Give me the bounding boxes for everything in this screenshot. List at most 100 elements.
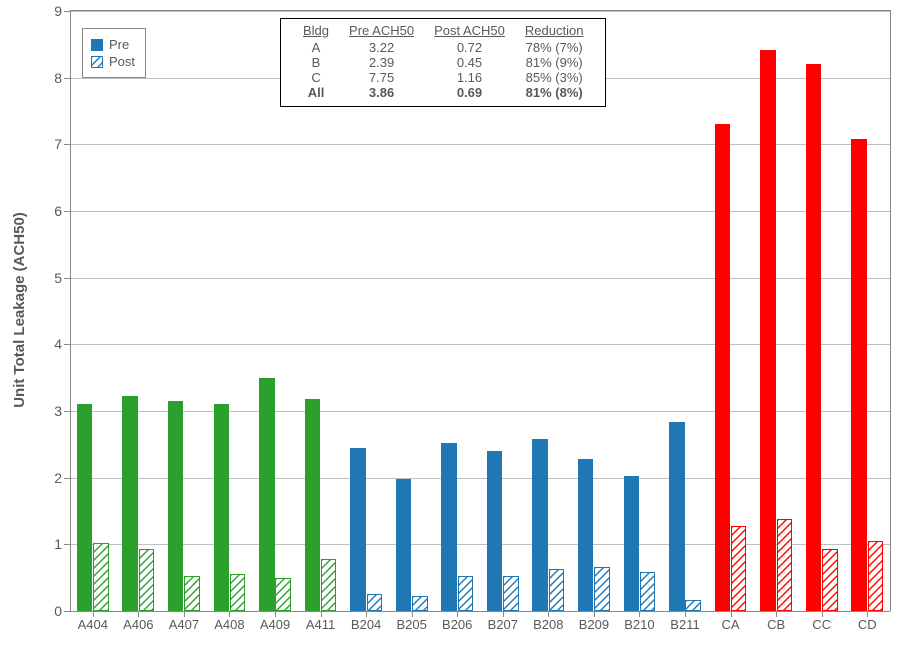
xtick-label: B209 [579, 611, 609, 632]
bar-post [822, 549, 837, 611]
bar-post [640, 572, 655, 611]
summary-table-header: Bldg [293, 23, 339, 40]
bar-post [777, 519, 792, 611]
legend-item: Pre [91, 37, 135, 52]
bar-post [685, 600, 700, 611]
summary-table-cell: C [293, 70, 339, 85]
bar-pre [760, 50, 775, 611]
bar-post [321, 559, 336, 611]
xtick-label: CB [767, 611, 785, 632]
xtick-label: A406 [123, 611, 153, 632]
bar-pre [441, 443, 456, 611]
xtick-label: CC [812, 611, 831, 632]
ytick-label: 4 [54, 336, 70, 352]
summary-table-header: Pre ACH50 [339, 23, 424, 40]
bar-pre [259, 378, 274, 611]
bar-post [868, 541, 883, 611]
xtick-label: B205 [396, 611, 426, 632]
bar-post [594, 567, 609, 611]
bar-post [139, 549, 154, 611]
legend-label: Post [109, 54, 135, 69]
summary-table-cell: 81% (9%) [515, 55, 594, 70]
chart-container: 0 1 2 3 4 5 6 7 8 9 A404 A406 A407 A408 A409 A411 B204 B2… [0, 0, 900, 653]
legend-item: Post [91, 54, 135, 69]
bar-pre [305, 399, 320, 611]
legend: Pre Post [82, 28, 146, 78]
bar-post [275, 578, 290, 611]
bar-post [230, 574, 245, 611]
summary-table-grid: BldgPre ACH50Post ACH50ReductionA3.220.7… [293, 23, 593, 100]
legend-label: Pre [109, 37, 129, 52]
summary-table-cell: 0.72 [424, 40, 515, 55]
bar-pre [715, 124, 730, 611]
bar-pre [214, 404, 229, 611]
summary-table-header: Reduction [515, 23, 594, 40]
bar-pre [532, 439, 547, 611]
bar-pre [168, 401, 183, 611]
summary-table-cell: 2.39 [339, 55, 424, 70]
summary-table-cell: 0.69 [424, 85, 515, 100]
summary-table-cell: 3.22 [339, 40, 424, 55]
summary-table-cell: 78% (7%) [515, 40, 594, 55]
ytick-label: 7 [54, 136, 70, 152]
summary-table-cell: B [293, 55, 339, 70]
bar-pre [122, 396, 137, 611]
summary-table: BldgPre ACH50Post ACH50ReductionA3.220.7… [280, 18, 606, 107]
ytick-label: 3 [54, 403, 70, 419]
ytick-label: 0 [54, 603, 70, 619]
bar-post [412, 596, 427, 611]
xtick-label: B204 [351, 611, 381, 632]
bar-pre [851, 139, 866, 611]
y-axis-label: Unit Total Leakage (ACH50) [11, 212, 28, 408]
bar-pre [806, 64, 821, 611]
gridline [70, 11, 890, 12]
xtick-label: A404 [78, 611, 108, 632]
xtick-label: B207 [488, 611, 518, 632]
xtick-label: A411 [306, 611, 335, 632]
y-axis-line [70, 11, 71, 611]
xtick-label: B206 [442, 611, 472, 632]
summary-table-cell: A [293, 40, 339, 55]
bar-post [367, 594, 382, 611]
summary-table-cell: 0.45 [424, 55, 515, 70]
xtick-label: B210 [624, 611, 654, 632]
ytick-label: 8 [54, 70, 70, 86]
summary-table-cell: 81% (8%) [515, 85, 594, 100]
summary-table-row: All3.860.6981% (8%) [293, 85, 593, 100]
bar-post [93, 543, 108, 611]
summary-table-cell: 1.16 [424, 70, 515, 85]
bar-pre [624, 476, 639, 611]
xtick-label: CD [858, 611, 877, 632]
bar-pre [487, 451, 502, 611]
ytick-label: 5 [54, 270, 70, 286]
summary-table-row: A3.220.7278% (7%) [293, 40, 593, 55]
ytick-label: 6 [54, 203, 70, 219]
legend-swatch [91, 39, 103, 51]
ytick-label: 9 [54, 3, 70, 19]
bar-post [549, 569, 564, 611]
legend-swatch [91, 56, 103, 68]
xtick-label: B208 [533, 611, 563, 632]
bar-post [184, 576, 199, 611]
bar-post [458, 576, 473, 611]
bar-post [731, 526, 746, 611]
summary-table-cell: 3.86 [339, 85, 424, 100]
bar-pre [669, 422, 684, 611]
xtick-label: A407 [169, 611, 199, 632]
ytick-label: 1 [54, 536, 70, 552]
xtick-label: B211 [670, 611, 699, 632]
summary-table-cell: 7.75 [339, 70, 424, 85]
summary-table-row: B2.390.4581% (9%) [293, 55, 593, 70]
summary-table-cell: All [293, 85, 339, 100]
xtick-label: A408 [214, 611, 244, 632]
ytick-label: 2 [54, 470, 70, 486]
xtick-label: CA [722, 611, 740, 632]
summary-table-row: C7.751.1685% (3%) [293, 70, 593, 85]
xtick-label: A409 [260, 611, 290, 632]
bar-post [503, 576, 518, 611]
bar-pre [350, 448, 365, 611]
summary-table-header: Post ACH50 [424, 23, 515, 40]
summary-table-cell: 85% (3%) [515, 70, 594, 85]
bar-pre [578, 459, 593, 611]
bar-pre [77, 404, 92, 611]
